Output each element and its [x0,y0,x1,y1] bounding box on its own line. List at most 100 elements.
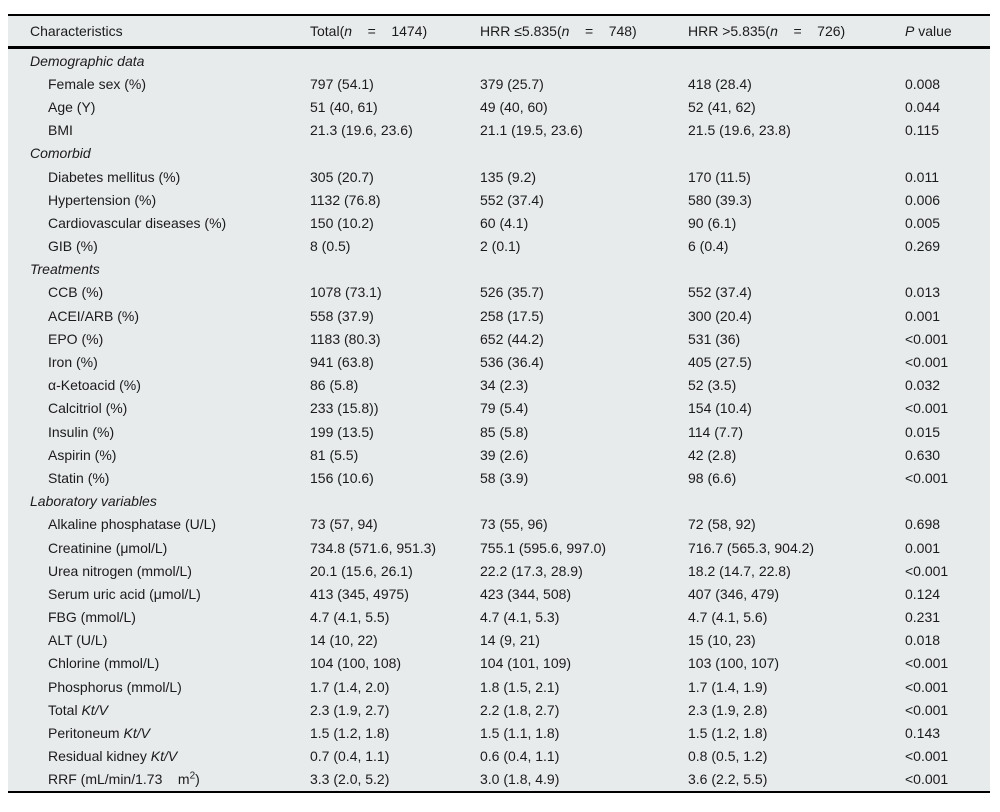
cell-total: 1.7 (1.4, 2.0) [310,678,390,695]
cell-hrr-le: 14 (9, 21) [480,632,540,649]
cell-pvalue: <0.001 [905,330,949,347]
section-row: Treatments [8,258,990,281]
cell-total: 558 (37.9) [310,307,374,324]
cell-hrr-gt: 6 (0.4) [688,238,729,255]
cell-hrr-le: 2.2 (1.8, 2.7) [480,701,560,718]
cell-total: 156 (10.6) [310,469,374,486]
cell-pvalue: <0.001 [905,701,949,718]
table-row: ALT (U/L) 14 (10, 22) 14 (9, 21) 15 (10, 23… [8,629,990,652]
cell-hrr-le: 3.0 (1.8, 4.9) [480,771,560,788]
row-label: Residual kidney Kt/V [48,748,178,765]
cell-hrr-gt: 2.3 (1.9, 2.8) [688,701,768,718]
row-label: BMI [48,122,73,139]
table-row: Alkaline phosphatase (U/L) 73 (57, 94) 73 … [8,513,990,536]
cell-total: 150 (10.2) [310,214,374,231]
table-body: Demographic data Female sex (%) 797 (54.1)… [8,49,990,791]
table-row: Chlorine (mmol/L) 104 (100, 108) 104 (101,… [8,652,990,675]
cell-pvalue: 0.001 [905,539,941,556]
table-row: Peritoneum Kt/V 1.5 (1.2, 1.8) 1.5 (1.1, 1… [8,721,990,744]
table-row: BMI 21.3 (19.6, 23.6) 21.1 (19.5, 23.6) 21.… [8,119,990,142]
cell-total: 104 (100, 108) [310,655,402,672]
cell-pvalue: 0.008 [905,75,941,92]
cell-hrr-le: 104 (101, 109) [480,655,572,672]
row-label: Phosphorus (mmol/L) [48,678,182,695]
cell-hrr-gt: 52 (3.5) [688,377,737,394]
row-label: Hypertension (%) [48,191,157,208]
column-header-pvalue: P value [905,23,952,39]
section-label: Demographic data [30,52,145,69]
row-label: FBG (mmol/L) [48,609,136,626]
section-row: Comorbid [8,142,990,165]
cell-hrr-gt: 4.7 (4.1, 5.6) [688,609,768,626]
cell-hrr-le: 85 (5.8) [480,423,529,440]
cell-pvalue: 0.124 [905,585,941,602]
cell-pvalue: <0.001 [905,469,949,486]
cell-pvalue: 0.001 [905,307,941,324]
cell-pvalue: 0.269 [905,238,941,255]
row-label: Serum uric acid (μmol/L) [48,585,201,602]
row-label: GIB (%) [48,238,98,255]
row-label: Cardiovascular diseases (%) [48,214,227,231]
row-label: CCB (%) [48,284,104,301]
cell-hrr-gt: 42 (2.8) [688,446,737,463]
table-row: Aspirin (%) 81 (5.5) 39 (2.6) 42 (2.8) 0.630 [8,443,990,466]
cell-hrr-gt: 52 (41, 62) [688,98,756,115]
table-row: Female sex (%) 797 (54.1) 379 (25.7) 418 (2… [8,72,990,95]
cell-hrr-le: 22.2 (17.3, 28.9) [480,562,583,579]
cell-pvalue: 0.011 [905,168,939,185]
cell-pvalue: 0.018 [905,632,941,649]
table-row: Serum uric acid (μmol/L) 413 (345, 4975) 4… [8,582,990,605]
table-row: Phosphorus (mmol/L) 1.7 (1.4, 2.0) 1.8 (1.… [8,675,990,698]
cell-total: 734.8 (571.6, 951.3) [310,539,437,556]
cell-total: 1132 (76.8) [310,191,381,208]
row-label: Urea nitrogen (mmol/L) [48,562,192,579]
table-row: Age (Y) 51 (40, 61) 49 (40, 60) 52 (41, 62)… [8,95,990,118]
row-label: Statin (%) [48,469,110,486]
cell-hrr-gt: 716.7 (565.3, 904.2) [688,539,815,556]
cell-total: 3.3 (2.0, 5.2) [310,771,390,788]
cell-pvalue: 0.231 [905,609,941,626]
section-label: Laboratory variables [30,493,157,510]
cell-total: 14 (10, 22) [310,632,378,649]
cell-hrr-gt: 18.2 (14.7, 22.8) [688,562,791,579]
row-label: ACEI/ARB (%) [48,307,140,324]
cell-total: 1.5 (1.2, 1.8) [310,725,390,742]
section-label: Comorbid [30,145,91,162]
cell-hrr-le: 60 (4.1) [480,214,529,231]
cell-pvalue: 0.143 [905,725,941,742]
cell-pvalue: 0.005 [905,214,941,231]
row-label: RRF (mL/min/1.73 m2) [48,770,200,788]
row-label: Total Kt/V [48,701,108,718]
cell-hrr-gt: 418 (28.4) [688,75,752,92]
row-label: Calcitriol (%) [48,400,128,417]
section-label: Treatments [30,261,100,278]
cell-hrr-le: 58 (3.9) [480,469,529,486]
cell-hrr-le: 1.8 (1.5, 2.1) [480,678,560,695]
cell-total: 2.3 (1.9, 2.7) [310,701,390,718]
column-header-hrr-gt: HRR >5.835(n = 726) [688,23,846,39]
table-row: GIB (%) 8 (0.5) 2 (0.1) 6 (0.4) 0.269 [8,235,990,258]
table-row: Iron (%) 941 (63.8) 536 (36.4) 405 (27.5) <0… [8,350,990,373]
section-row: Demographic data [8,49,990,72]
cell-hrr-gt: 114 (7.7) [688,423,743,440]
row-label: Iron (%) [48,354,98,371]
cell-pvalue: 0.032 [905,377,941,394]
table-row: Cardiovascular diseases (%) 150 (10.2) 60 … [8,211,990,234]
table-row: EPO (%) 1183 (80.3) 652 (44.2) 531 (36) <0.0… [8,327,990,350]
cell-total: 941 (63.8) [310,354,374,371]
table-row: Diabetes mellitus (%) 305 (20.7) 135 (9.2)… [8,165,990,188]
table-row: Residual kidney Kt/V 0.7 (0.4, 1.1) 0.6 (0… [8,745,990,768]
table-row: Calcitriol (%) 233 (15.8)) 79 (5.4) 154 (10… [8,397,990,420]
cell-hrr-gt: 170 (11.5) [688,168,751,185]
row-label: Age (Y) [48,98,96,115]
row-label: Insulin (%) [48,423,115,440]
cell-total: 305 (20.7) [310,168,374,185]
cell-total: 86 (5.8) [310,377,359,394]
cell-total: 797 (54.1) [310,75,374,92]
cell-hrr-gt: 3.6 (2.2, 5.5) [688,771,768,788]
row-label: Alkaline phosphatase (U/L) [48,516,217,533]
cell-hrr-le: 21.1 (19.5, 23.6) [480,122,583,139]
row-label: Aspirin (%) [48,446,117,463]
cell-hrr-gt: 72 (58, 92) [688,516,756,533]
cell-pvalue: 0.013 [905,284,941,301]
